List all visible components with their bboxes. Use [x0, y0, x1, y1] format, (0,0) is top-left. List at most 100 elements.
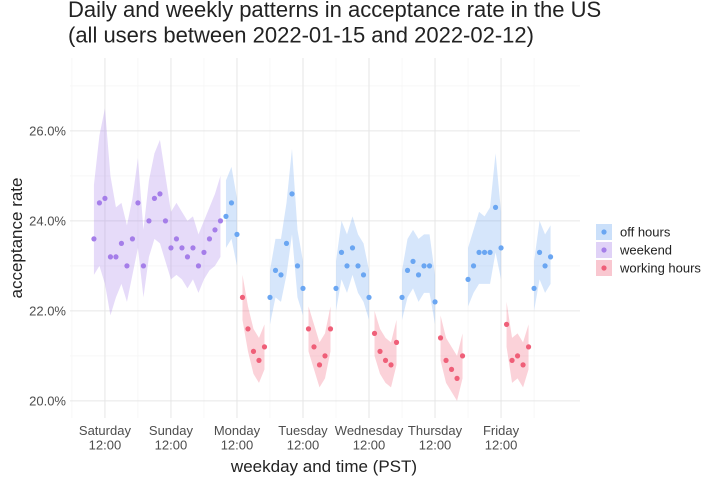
data-point	[278, 272, 284, 278]
data-point	[355, 263, 361, 269]
confidence-ribbon	[534, 220, 551, 311]
data-point	[107, 254, 114, 260]
x-axis-title: weekday and time (PST)	[230, 457, 417, 476]
y-tick-label: 24.0%	[29, 213, 66, 228]
y-tick-label: 26.0%	[29, 123, 66, 138]
data-point	[520, 362, 526, 368]
data-point	[349, 245, 356, 251]
data-point	[333, 285, 339, 291]
data-point	[250, 348, 257, 354]
x-tick-label: Monday 12:00	[214, 423, 261, 452]
x-tick-label: Saturday 12:00	[79, 423, 132, 452]
data-point	[503, 321, 510, 327]
data-point	[239, 294, 246, 300]
data-point	[470, 263, 477, 269]
data-point	[465, 276, 471, 282]
data-point	[542, 263, 548, 269]
data-point	[399, 294, 405, 300]
data-point	[113, 254, 119, 260]
data-point	[371, 330, 378, 336]
legend-key-point	[601, 247, 607, 253]
confidence-ribbon	[225, 166, 237, 266]
data-point	[256, 357, 262, 363]
data-point	[146, 218, 152, 224]
data-point	[173, 236, 180, 242]
legend-label: working hours	[619, 261, 701, 276]
data-point	[459, 353, 466, 359]
data-point	[217, 218, 224, 224]
data-point	[212, 227, 218, 233]
data-point	[151, 195, 158, 201]
data-point	[382, 357, 389, 363]
data-point	[531, 285, 537, 291]
y-axis-title: acceptance rate	[7, 178, 26, 299]
data-point	[206, 236, 213, 242]
confidence-ribbon	[336, 216, 370, 320]
confidence-ribbon	[242, 274, 265, 383]
data-point	[228, 200, 235, 206]
data-point	[157, 191, 163, 197]
data-point	[201, 249, 207, 255]
confidence-ribbon	[93, 108, 221, 316]
data-point	[388, 362, 394, 368]
data-point	[190, 245, 196, 251]
data-point	[91, 236, 97, 242]
data-point	[498, 245, 504, 251]
data-point	[118, 240, 125, 246]
data-point	[366, 294, 372, 300]
data-point	[283, 240, 290, 246]
data-point	[267, 294, 273, 300]
data-point	[327, 326, 334, 332]
data-point	[426, 263, 433, 269]
data-point	[443, 357, 449, 363]
data-point	[404, 267, 411, 273]
data-point	[305, 326, 312, 332]
data-point	[377, 348, 383, 354]
data-point	[124, 263, 130, 269]
legend-key-point	[601, 265, 607, 271]
data-point	[223, 213, 229, 219]
legend-label: off hours	[620, 225, 671, 240]
y-tick-label: 22.0%	[29, 303, 66, 318]
data-point	[525, 344, 532, 350]
chart-title: Daily and weekly patterns in acceptance …	[68, 0, 601, 47]
data-point	[102, 195, 108, 201]
confidence-ribbon	[468, 153, 502, 307]
data-point	[316, 362, 323, 368]
data-point	[432, 299, 438, 305]
legend: off hours weekend working hours	[596, 224, 701, 276]
data-point	[184, 254, 191, 260]
y-tick-label: 20.0%	[29, 393, 66, 408]
x-tick-label: Tuesday 12:00	[278, 423, 328, 452]
data-point	[140, 263, 147, 269]
data-point	[245, 326, 251, 332]
data-point	[261, 344, 268, 350]
confidence-ribbon	[374, 310, 397, 388]
x-tick-label: Sunday 12:00	[149, 423, 194, 452]
data-point	[514, 353, 521, 359]
data-point	[195, 263, 202, 269]
data-point	[410, 258, 416, 264]
data-point	[393, 339, 400, 345]
data-point	[289, 191, 295, 197]
grid	[70, 58, 580, 418]
x-tick-label: Wednesday 12:00	[335, 423, 404, 452]
data-point	[492, 204, 499, 210]
data-point	[481, 249, 488, 255]
legend-label: weekend	[619, 243, 672, 258]
confidence-ribbon	[308, 306, 331, 388]
data-point	[179, 245, 185, 251]
data-point	[234, 231, 240, 237]
data-point	[547, 254, 554, 260]
data-point	[338, 249, 345, 255]
data-point	[509, 357, 515, 363]
data-point	[344, 263, 350, 269]
plot-area	[91, 108, 554, 401]
data-point	[168, 245, 174, 251]
data-point	[162, 218, 169, 224]
data-point	[311, 344, 317, 350]
data-point	[300, 285, 306, 291]
data-point	[322, 353, 328, 359]
data-point	[421, 263, 427, 269]
